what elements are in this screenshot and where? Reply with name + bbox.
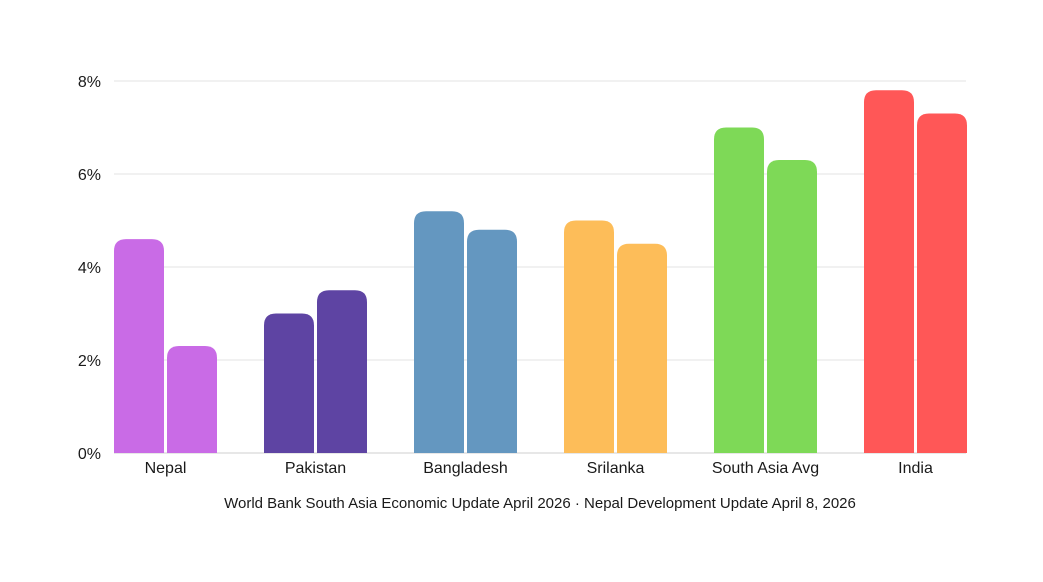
bar-pakistan-2 (317, 290, 367, 453)
category-label: Nepal (145, 460, 187, 477)
bars (114, 90, 967, 454)
y-tick-label: 2% (78, 353, 101, 370)
bar-south-asia-avg-1 (714, 127, 764, 453)
bar-nepal-2 (167, 346, 217, 453)
gridlines (114, 80, 966, 454)
category-label: Bangladesh (423, 460, 508, 477)
bar-india-2 (917, 113, 967, 454)
bar-bangladesh-1 (414, 211, 464, 453)
bar-bangladesh-2 (467, 229, 517, 453)
bar-south-asia-avg-2 (767, 160, 817, 454)
source-note: World Bank South Asia Economic Update Ap… (224, 495, 856, 512)
category-label: Srilanka (587, 460, 645, 477)
y-tick-label: 6% (78, 167, 101, 184)
bar-srilanka-2 (617, 243, 667, 453)
category-label: India (898, 460, 933, 477)
y-axis-tick-labels: 0% 2% 4% 6% 8% (78, 74, 101, 463)
bar-nepal-1 (114, 239, 164, 453)
bar-india-1 (864, 90, 914, 454)
y-tick-label: 8% (78, 74, 101, 91)
bar-pakistan-1 (264, 313, 314, 453)
category-label: South Asia Avg (712, 460, 819, 477)
y-tick-label: 4% (78, 260, 101, 277)
bar-srilanka-1 (564, 220, 614, 453)
x-axis-category-labels: Nepal Pakistan Bangladesh Srilanka South Asi… (145, 460, 933, 477)
y-tick-label: 0% (78, 446, 101, 463)
category-label: Pakistan (285, 460, 346, 477)
